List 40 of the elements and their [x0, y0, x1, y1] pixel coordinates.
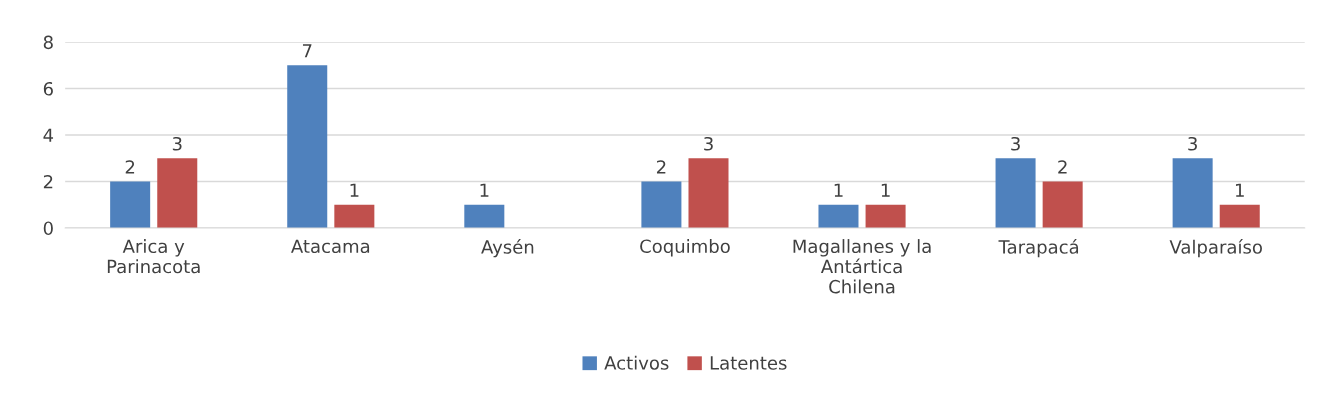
bar: [334, 204, 375, 228]
bar: [1042, 181, 1083, 228]
bar: [995, 158, 1036, 228]
bar: [688, 158, 729, 228]
bar: [157, 158, 198, 228]
bar: [1172, 158, 1213, 228]
bar: [1219, 204, 1260, 228]
bar: [865, 204, 906, 228]
data-label: 2: [125, 160, 135, 174]
data-label: 1: [1235, 183, 1244, 197]
data-label: 1: [881, 183, 890, 197]
x-tick-label: Atacama: [291, 239, 370, 254]
data-label: 2: [656, 160, 666, 174]
data-label: 3: [1011, 136, 1020, 151]
data-label: 1: [834, 183, 843, 197]
data-label: 3: [1188, 136, 1197, 151]
y-tick-label: 0: [43, 221, 53, 236]
data-label: 3: [704, 136, 713, 151]
y-tick-label: 6: [43, 81, 53, 96]
y-tick-label: 8: [43, 35, 53, 50]
x-tick-label: Aysén: [481, 239, 534, 258]
y-tick-label: 2: [43, 174, 53, 189]
bar: [110, 181, 151, 228]
x-tick-label: Arica y Parinacota: [107, 239, 200, 274]
bar: [818, 204, 859, 228]
bar: [464, 204, 505, 228]
x-tick-label: Coquimbo: [640, 239, 730, 257]
legend-label: Latentes: [710, 356, 787, 370]
legend-label: Activos: [604, 355, 669, 370]
x-tick-label: Magallanes y la Antártica Chilena: [793, 239, 931, 294]
data-label: 7: [302, 44, 312, 58]
y-tick-label: 4: [43, 128, 54, 142]
data-label: 3: [172, 136, 182, 151]
bar: [641, 181, 682, 228]
data-label: 1: [350, 183, 359, 197]
bar: [287, 65, 328, 228]
x-tick-label: Valparaíso: [1169, 239, 1262, 258]
data-label: 2: [1058, 160, 1067, 174]
data-label: 1: [480, 183, 489, 197]
x-tick-label: Tarapacá: [998, 239, 1079, 258]
